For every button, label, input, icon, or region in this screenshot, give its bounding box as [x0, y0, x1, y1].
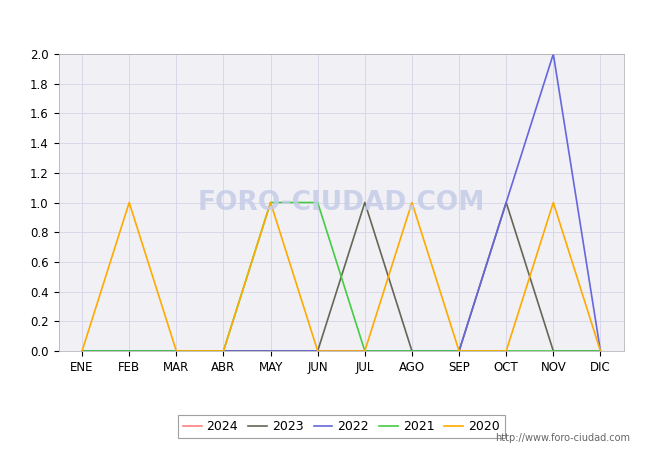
Text: http://www.foro-ciudad.com: http://www.foro-ciudad.com [495, 433, 630, 443]
Legend: 2024, 2023, 2022, 2021, 2020: 2024, 2023, 2022, 2021, 2020 [177, 415, 505, 438]
Text: Matriculaciones de Vehiculos en Quintanilla de Trigueros: Matriculaciones de Vehiculos en Quintani… [109, 14, 541, 29]
Text: FORO-CIUDAD.COM: FORO-CIUDAD.COM [198, 189, 485, 216]
